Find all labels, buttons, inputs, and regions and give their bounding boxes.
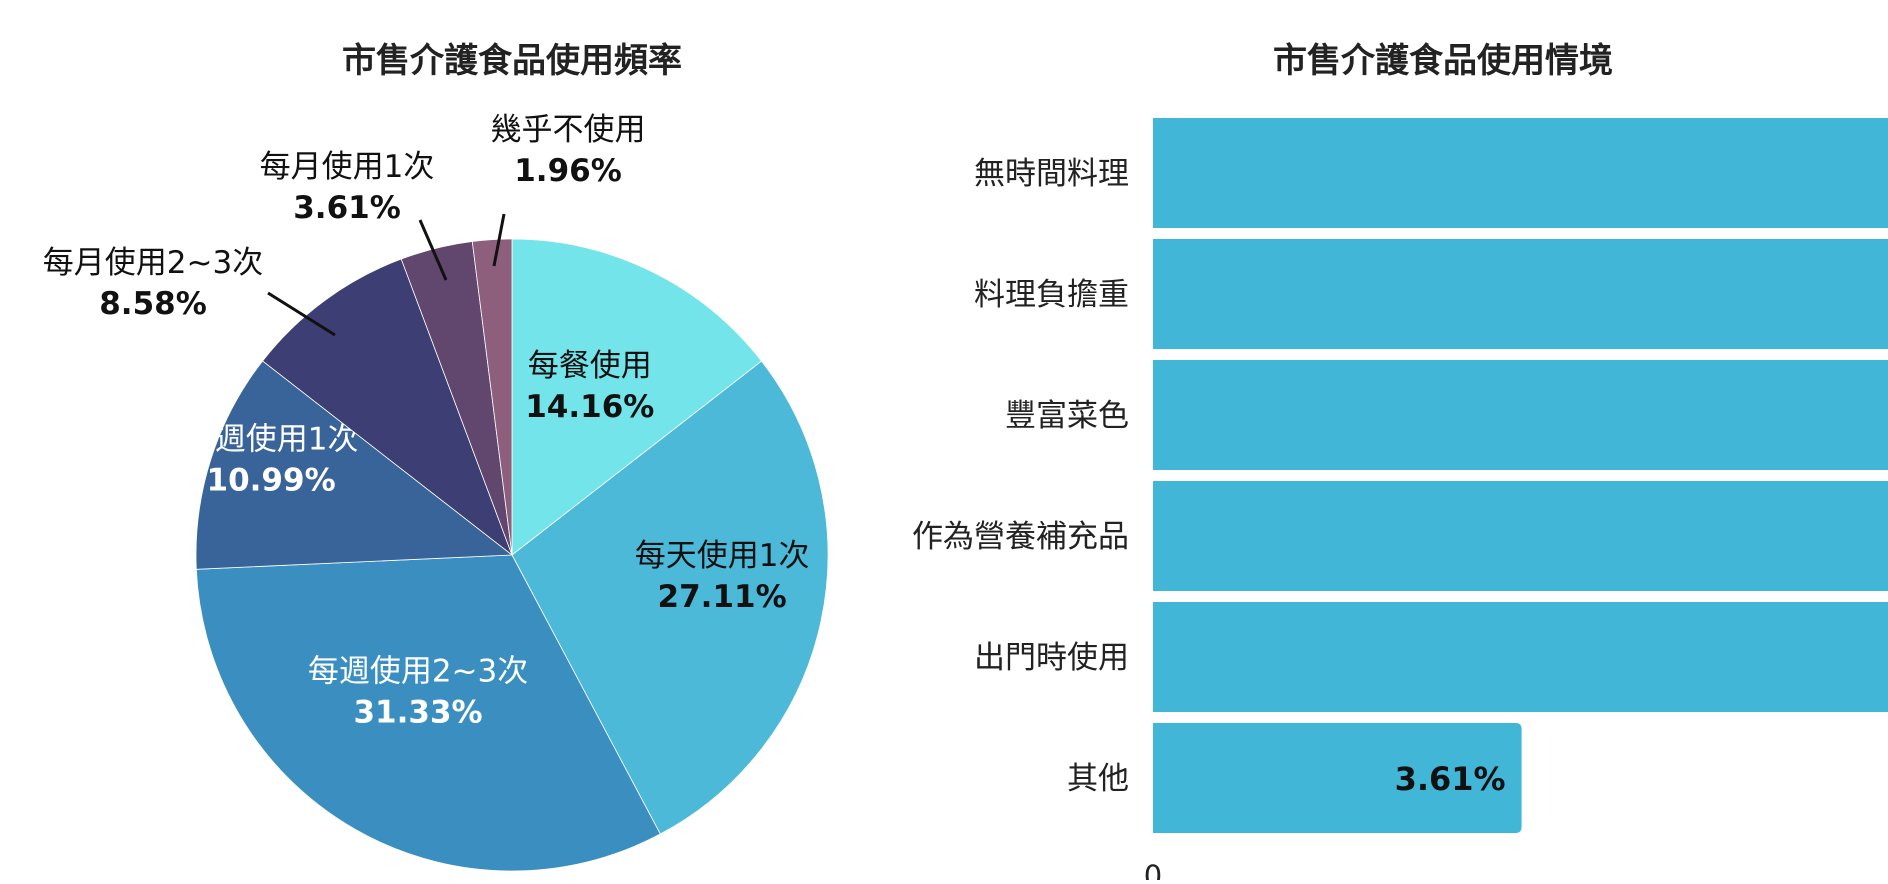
pie-slice-label-7: 幾乎不使用 (491, 112, 646, 148)
pie-slice-value-7: 1.96% (514, 153, 622, 189)
pie-slice-value-6: 3.61% (293, 190, 401, 226)
bar-6 (1153, 723, 1522, 833)
pie-slice-1 (511, 238, 763, 556)
bar-category-label-4: 作為營養補充品 (912, 519, 1129, 555)
pie-slice-value-5: 8.58% (99, 286, 207, 322)
bar-2 (1153, 239, 1888, 349)
pie-slice-label-5: 每月使用2~3次 (43, 245, 263, 281)
pie-slice-label-2: 每天使用1次 (635, 538, 810, 574)
bar-chart-title: 市售介護食品使用情境 (1273, 41, 1613, 81)
pie-slice-5 (262, 258, 513, 557)
pie-slice-value-2: 27.11% (658, 579, 787, 615)
bar-category-label-3: 豐富菜色 (1005, 398, 1129, 434)
pie-slice-value-3: 31.33% (353, 695, 482, 731)
bar-category-label-1: 無時間料理 (974, 156, 1129, 192)
pie-slice-label-4: 每週使用1次 (184, 421, 359, 457)
bar-3 (1153, 360, 1888, 470)
pie-chart-title: 市售介護食品使用頻率 (342, 41, 682, 81)
pie-slice-3 (195, 554, 661, 872)
pie-leader-line-7 (492, 213, 506, 267)
bar-x-tick-0: 0 (1144, 859, 1162, 880)
pie-slice-4 (195, 360, 514, 570)
pie-slice-value-4: 10.99% (207, 462, 336, 498)
bar-value-label-6: 3.61% (1395, 760, 1506, 798)
pie-slice-2 (511, 360, 829, 835)
bar-chart: 010203040506070無時間料理61.75%料理負擔重53.46%豐富菜… (912, 118, 1888, 884)
bar-category-label-6: 其他 (1067, 761, 1129, 797)
bar-4 (1153, 481, 1888, 591)
pie-chart: 每餐使用 14.16% 每天使用1次 27.11% 每週使用2~3次 31.33% 每週使用… (43, 112, 829, 872)
bar-category-label-2: 料理負擔重 (974, 277, 1129, 313)
pie-slice-label-1: 每餐使用 (528, 348, 652, 384)
bar-category-label-5: 出門時使用 (974, 640, 1129, 676)
pie-leader-line-6 (418, 219, 448, 281)
pie-leader-line-5 (267, 291, 336, 337)
pie-slice-value-1: 14.16% (525, 389, 654, 425)
bar-1 (1153, 118, 1888, 228)
bar-5 (1153, 602, 1888, 712)
pie-slice-label-3: 每週使用2~3次 (308, 654, 528, 690)
pie-slice-label-6: 每月使用1次 (260, 149, 435, 185)
pie-slice-7 (471, 238, 513, 556)
